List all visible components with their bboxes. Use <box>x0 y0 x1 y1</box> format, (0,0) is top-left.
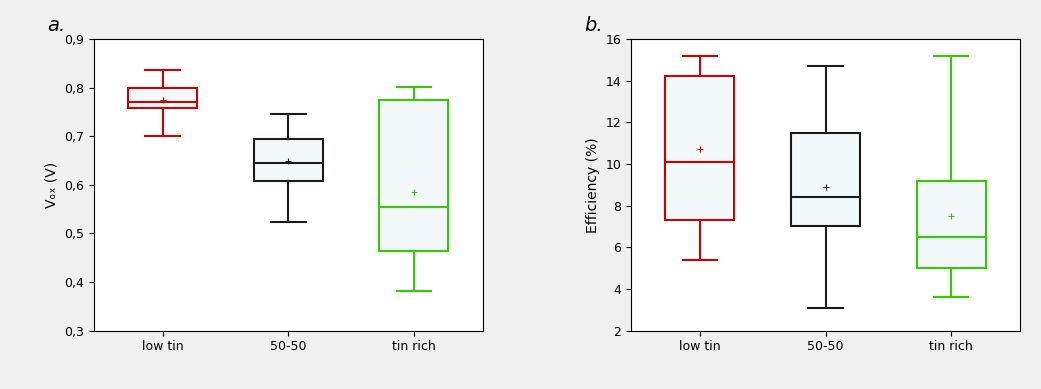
Bar <box>128 88 198 108</box>
Y-axis label: Vₒₓ (V): Vₒₓ (V) <box>45 162 58 208</box>
Bar <box>916 180 986 268</box>
Text: b.: b. <box>584 16 603 35</box>
Bar <box>791 133 860 226</box>
Bar <box>254 138 323 181</box>
Y-axis label: Efficiency (%): Efficiency (%) <box>586 137 600 233</box>
Bar <box>665 76 735 220</box>
Bar <box>665 76 735 220</box>
Bar <box>791 133 860 226</box>
Bar <box>916 180 986 268</box>
Bar <box>379 100 449 251</box>
Bar <box>128 88 198 108</box>
Text: a.: a. <box>47 16 66 35</box>
Bar <box>254 138 323 181</box>
Bar <box>379 100 449 251</box>
